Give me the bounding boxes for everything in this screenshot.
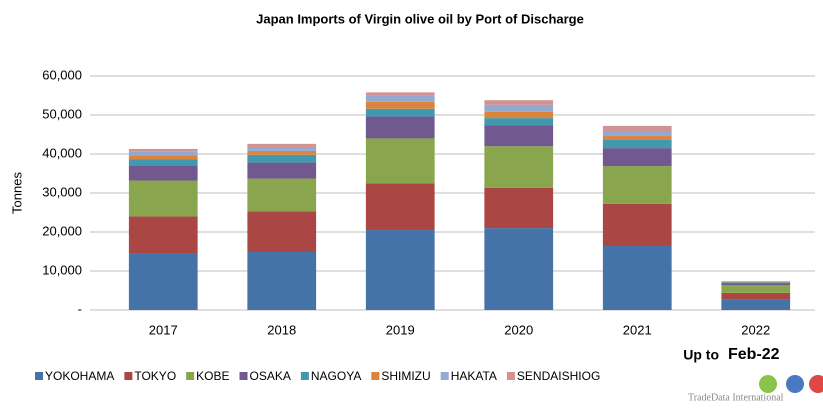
bar-segment <box>602 125 672 131</box>
annotation: Up to <box>683 347 719 363</box>
legend-swatch <box>35 372 43 380</box>
x-tick-label: 2020 <box>504 322 533 337</box>
bar-segment <box>602 139 672 149</box>
y-tick-label: - <box>78 301 82 316</box>
bar-segment <box>484 228 554 310</box>
legend-label: HAKATA <box>451 369 497 383</box>
bar-segment <box>365 116 435 139</box>
logo <box>759 375 823 393</box>
bar-segment <box>721 299 791 310</box>
brand: TradeData International <box>688 392 784 403</box>
bar-segment <box>247 251 317 310</box>
bar-segment <box>247 211 317 252</box>
bar-segment <box>128 253 198 310</box>
bar-segment <box>247 143 317 147</box>
bar-segment <box>484 100 554 105</box>
annotation: Feb-22 <box>728 346 780 363</box>
legend-label: TOKYO <box>134 369 176 383</box>
bar-segment <box>721 283 791 286</box>
bar-segment <box>721 282 791 284</box>
bar-segment <box>365 230 435 310</box>
y-tick-label: 10,000 <box>42 262 82 277</box>
bar-segment <box>721 292 791 300</box>
bar-segment <box>602 203 672 247</box>
legend-label: SENDAISHIOG <box>517 369 600 383</box>
bar-segment <box>128 148 198 152</box>
x-tick-label: 2021 <box>623 322 652 337</box>
bar-segment <box>484 104 554 112</box>
y-tick-label: 40,000 <box>42 145 82 160</box>
bar-segment <box>721 285 791 293</box>
y-tick-label: 50,000 <box>42 106 82 121</box>
legend-swatch <box>124 372 133 380</box>
x-tick-label: 2018 <box>267 322 296 337</box>
bar-segment <box>602 246 672 310</box>
legend-swatch <box>506 372 515 380</box>
bar-segment <box>484 125 554 147</box>
y-tick-label: 60,000 <box>42 67 82 82</box>
bar-segment <box>247 162 317 179</box>
bar-segment <box>247 146 317 151</box>
bar-segment <box>128 180 198 217</box>
bar-segment <box>128 151 198 156</box>
legend-label: OSAKA <box>250 369 291 383</box>
x-tick-label: 2022 <box>741 322 770 337</box>
bar-segment <box>602 166 672 204</box>
bar-segment <box>128 159 198 166</box>
bar-segment <box>484 187 554 229</box>
legend-label: NAGOYA <box>311 369 361 383</box>
legend-label: KOBE <box>196 369 229 383</box>
y-tick-label: 30,000 <box>42 184 82 199</box>
bar-segment <box>484 118 554 126</box>
bar-segment <box>484 146 554 188</box>
bar-segment <box>602 130 672 137</box>
bar-segment <box>365 101 435 109</box>
bar-segment <box>365 92 435 96</box>
bar-segment <box>128 165 198 181</box>
legend-swatch <box>371 372 380 380</box>
y-tick-label: 20,000 <box>42 223 82 238</box>
legend-label: SHIMIZU <box>381 369 430 383</box>
bar-segment <box>602 148 672 167</box>
legend-swatch <box>300 372 309 380</box>
bar-segment <box>128 155 198 160</box>
bar-segment <box>247 178 317 212</box>
x-tick-label: 2017 <box>149 322 178 337</box>
y-axis-label: Tonnes <box>9 172 24 214</box>
bar-segment <box>365 95 435 102</box>
x-tick-label: 2019 <box>386 322 415 337</box>
bar-segment <box>247 150 317 155</box>
legend-label: YOKOHAMA <box>45 369 114 383</box>
bar-segment <box>365 138 435 184</box>
bar-segment <box>128 216 198 254</box>
chart-title: Japan Imports of Virgin olive oil by Por… <box>256 11 584 26</box>
bar-segment <box>365 183 435 231</box>
bar-segment <box>247 154 317 163</box>
bar-segment <box>365 108 435 117</box>
bar-segment <box>602 136 672 140</box>
legend-swatch <box>239 372 248 380</box>
legend-swatch <box>440 372 449 380</box>
bar-segment <box>484 111 554 119</box>
legend-swatch <box>186 372 195 380</box>
